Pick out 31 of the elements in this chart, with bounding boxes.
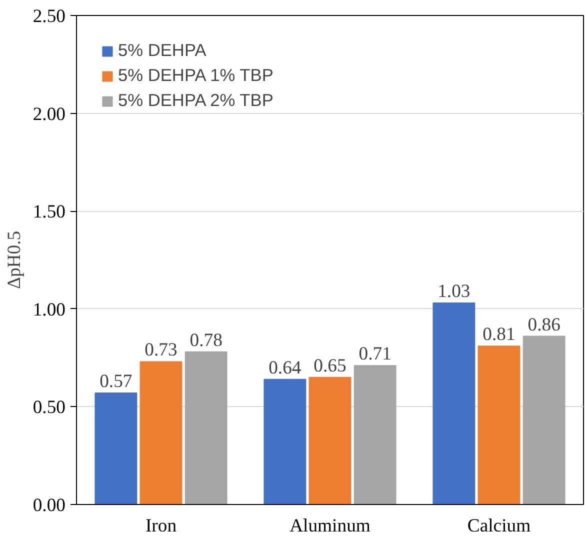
data-label: 0.57 xyxy=(100,371,132,392)
bar xyxy=(140,361,182,504)
x-tick-label: Aluminum xyxy=(290,516,371,536)
x-tick-label: Iron xyxy=(145,516,178,536)
bar xyxy=(184,351,228,504)
text: 1.00 xyxy=(32,299,66,320)
text: 0.50 xyxy=(32,397,66,418)
data-label: 1.03 xyxy=(438,281,470,302)
bar xyxy=(264,378,306,504)
bar xyxy=(94,392,138,504)
bar xyxy=(308,376,352,504)
text: 1.50 xyxy=(32,202,66,223)
data-label: 0.81 xyxy=(482,324,516,346)
text: 0.00 xyxy=(32,495,66,516)
text: 2.50 xyxy=(32,6,66,27)
data-label: 0.64 xyxy=(268,357,302,378)
legend-label: 5% DEHPA xyxy=(118,40,206,61)
x-tick-label: Calcium xyxy=(467,516,532,536)
data-label: 0.71 xyxy=(358,344,392,365)
data-label: 0.78 xyxy=(190,330,222,351)
bar xyxy=(354,365,396,504)
y-axis-title: ΔpH0.5 xyxy=(4,230,25,290)
legend-label: 5% DEHPA 1% TBP xyxy=(118,65,274,86)
bar xyxy=(478,346,520,504)
data-label: 0.65 xyxy=(314,355,346,376)
data-label: 0.86 xyxy=(528,314,560,336)
text: 2.00 xyxy=(32,104,66,125)
bar xyxy=(432,302,476,504)
data-label: 0.73 xyxy=(144,340,178,361)
bar xyxy=(522,336,566,504)
legend-label: 5% DEHPA 2% TBP xyxy=(118,90,274,111)
